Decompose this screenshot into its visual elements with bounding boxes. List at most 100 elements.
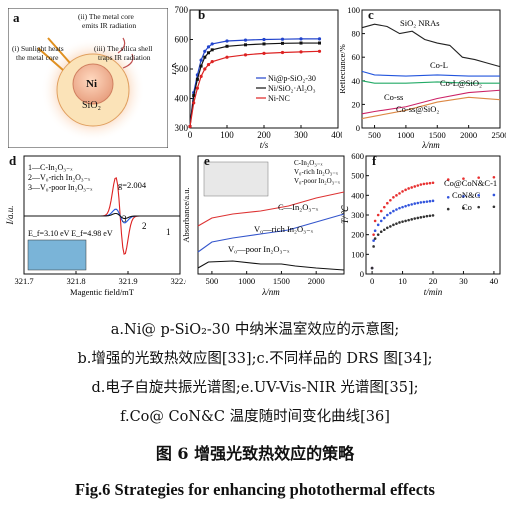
curve-annotation: V₀—rich In₂O₃₋ₓ: [254, 224, 314, 234]
curve-number: 1: [166, 227, 171, 237]
data-point: [382, 205, 386, 209]
x-axis-label: λ/nm: [261, 287, 280, 297]
y-tick-label: 400: [175, 94, 189, 104]
data-point: [262, 42, 266, 46]
x-tick-label: 400: [331, 130, 342, 140]
data-point: [410, 186, 413, 189]
data-point: [425, 200, 429, 203]
y-tick-label: 400: [351, 190, 364, 200]
data-point: [243, 53, 248, 57]
data-point: [395, 194, 398, 197]
data-point: [477, 176, 480, 179]
series-annotation: CoN&C: [452, 190, 481, 200]
legend-label: 3—V₀-poor In₂O₃₋ₓ: [28, 183, 93, 192]
y-tick-label: 700: [175, 5, 189, 15]
y-tick-label: 200: [351, 230, 364, 240]
series-line-0: [197, 191, 345, 227]
core-label: Ni: [86, 78, 97, 90]
data-point: [317, 37, 322, 41]
data-point: [281, 41, 284, 45]
data-point: [195, 86, 199, 90]
y-tick-label: 40: [352, 76, 361, 86]
data-point: [373, 237, 377, 240]
series-line-2: [197, 260, 345, 271]
x-tick-label: 40: [490, 276, 499, 286]
x-tick-label: 0: [188, 130, 193, 140]
chart-f-svg: 0 10 20 30 400100200300400500600t/minT/℃Co@C…: [340, 151, 501, 297]
data-point: [379, 230, 383, 234]
data-point: [431, 214, 435, 217]
figure-title-en: Fig.6 Strategies for enhancing photother…: [75, 480, 435, 499]
series-annotation: Co-ss: [384, 92, 403, 102]
data-point: [188, 124, 192, 129]
panel-e-label: e: [204, 153, 210, 168]
data-point: [404, 188, 407, 192]
series-annotation: Co-L: [430, 60, 448, 70]
data-point: [376, 223, 380, 227]
data-point: [372, 239, 375, 242]
x-tick-label: 1500: [429, 130, 446, 140]
data-point: [210, 60, 214, 64]
y-tick-label: 0: [360, 269, 364, 279]
curve-annotation: C—In₂O₃₋ₓ: [278, 202, 319, 212]
data-point: [395, 222, 398, 225]
data-point: [280, 37, 285, 41]
data-point: [373, 229, 377, 233]
data-point: [407, 218, 410, 222]
data-point: [225, 39, 229, 43]
data-point: [386, 226, 389, 230]
x-tick-label: 200: [257, 130, 271, 140]
data-point: [210, 42, 214, 46]
data-point: [410, 203, 413, 206]
data-point: [199, 64, 203, 68]
y-tick-label: 300: [351, 210, 364, 220]
plot-frame: [23, 155, 181, 275]
data-point: [428, 199, 432, 203]
x-axis-label: t/s: [260, 140, 269, 150]
x-tick-label: 0: [370, 276, 374, 286]
data-point: [299, 37, 303, 41]
note-iii-2: traps IR radiation: [98, 53, 151, 62]
data-point: [477, 205, 480, 209]
data-point: [492, 193, 496, 197]
data-point: [416, 216, 420, 220]
plot-frame: [361, 9, 501, 129]
caption-line-4: f.Co@ CoN&C 温度随时间变化曲线[36]: [120, 409, 390, 425]
data-point: [372, 245, 375, 248]
data-point: [299, 50, 303, 54]
x-tick-label: 2000: [460, 130, 477, 140]
x-tick-label: 500: [206, 276, 219, 286]
curve-number: 3: [122, 214, 127, 224]
data-point: [376, 213, 380, 217]
crystal-structure-image: [27, 239, 87, 271]
data-point: [199, 58, 203, 62]
data-point: [446, 196, 450, 199]
data-point: [373, 219, 377, 223]
data-point: [419, 183, 423, 186]
data-point: [404, 219, 407, 223]
data-point: [386, 213, 389, 217]
panel-e: 500 1000 1500 2000 λ/nm Absorbance/a.u. C-In₂O…: [181, 150, 348, 298]
y-tick-label: 60: [352, 52, 361, 62]
data-point: [395, 208, 398, 211]
data-point: [413, 185, 417, 188]
y-tick-label: 500: [175, 64, 189, 74]
data-point: [203, 49, 207, 53]
panel-d: 321.7 321.8 321.9 322.0 Magentic field/mT I/a…: [4, 150, 190, 298]
x-tick-label: 1500: [273, 276, 290, 286]
note-iii-1: (iii) The silica shell: [94, 44, 153, 53]
data-point: [389, 225, 392, 228]
data-point: [422, 182, 426, 186]
data-point: [203, 67, 207, 71]
data-point: [207, 51, 210, 55]
data-point: [318, 41, 321, 45]
caption-line-1: a.Ni@ p-SiO₂-30 中纳米温室效应的示意图;: [110, 322, 400, 338]
data-point: [431, 199, 435, 203]
legend-label: Ni/SiO₂·Al₂O₃: [268, 84, 316, 93]
data-point: [392, 196, 395, 199]
data-point: [203, 55, 207, 59]
y-tick-label: 20: [352, 99, 361, 109]
legend-label: Ni-NC: [268, 94, 290, 103]
data-point: [225, 44, 229, 48]
note-ii-2: emits IR radiation: [82, 21, 137, 30]
